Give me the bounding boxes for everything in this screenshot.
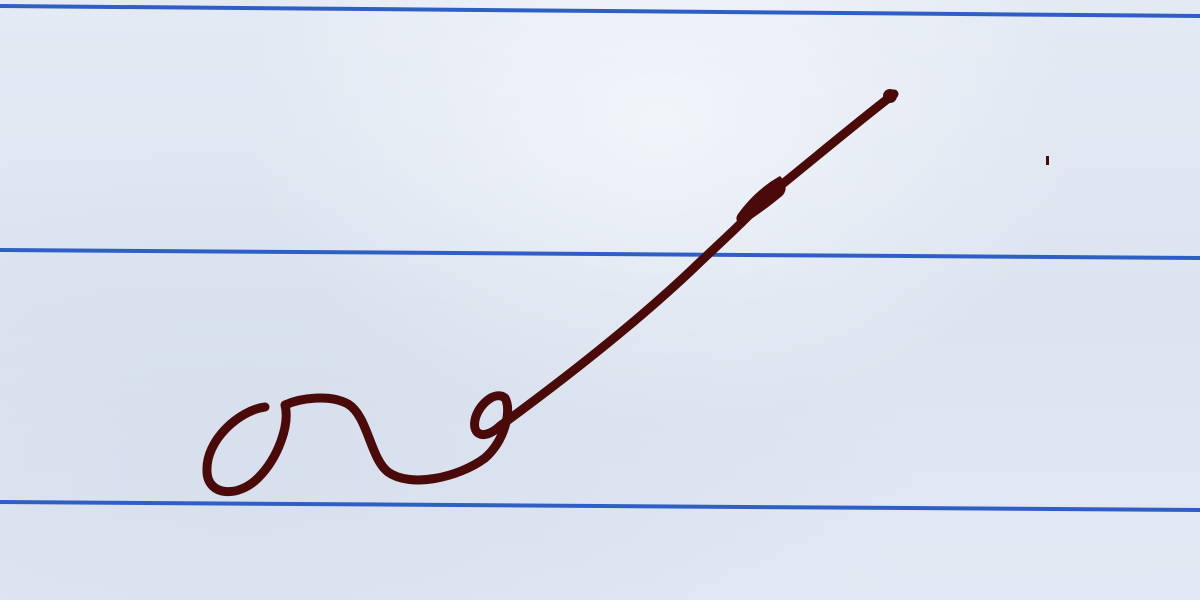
rule-line-bottom bbox=[0, 500, 1200, 512]
rule-line-top bbox=[0, 4, 1200, 18]
stroke-end-dot bbox=[883, 89, 897, 103]
rule-line-middle bbox=[0, 248, 1200, 260]
cursive-stroke bbox=[202, 89, 899, 496]
ink-blob bbox=[736, 176, 786, 224]
ink-speck bbox=[1046, 156, 1049, 165]
